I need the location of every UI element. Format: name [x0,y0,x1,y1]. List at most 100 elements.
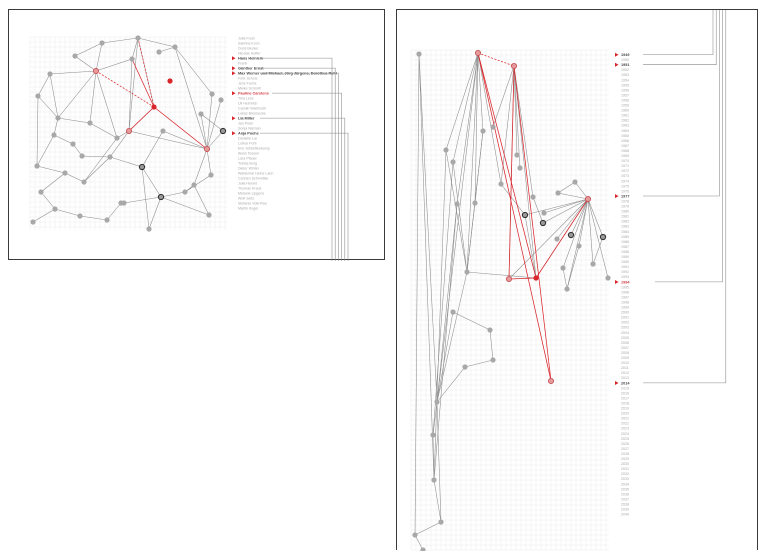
list-label[interactable]: Melanie Lipgens [238,192,264,196]
list-label[interactable]: 2004 [621,331,629,335]
list-label[interactable]: 2018 [621,401,629,405]
list-label[interactable]: 2020 [621,412,629,416]
network-node[interactable] [560,265,566,271]
list-label[interactable]: 1959 [621,104,629,108]
list-label[interactable]: 2012 [621,371,629,375]
list-label[interactable]: 1971 [621,164,629,168]
network-node[interactable] [599,233,607,241]
list-label[interactable]: 1985 [621,235,629,239]
list-label[interactable]: 1989 [621,255,629,259]
list-label[interactable]: 1988 [621,250,629,254]
network-node[interactable] [52,206,58,212]
list-label[interactable]: 1977 [621,194,629,198]
list-label[interactable]: 1999 [621,306,629,310]
list-label[interactable]: Lia Miller [238,117,255,121]
list-label[interactable]: 1983 [621,225,629,229]
list-label[interactable]: 2039 [621,508,629,512]
list-label[interactable]: 1957 [621,93,629,97]
network-node[interactable] [118,200,124,206]
list-label[interactable]: 2037 [621,497,629,501]
list-label[interactable]: Tina Lenz [238,97,254,101]
list-label[interactable]: 1952 [621,68,629,72]
list-label[interactable]: 2016 [621,391,629,395]
list-label[interactable]: Meike Schmitt [238,87,261,91]
list-label[interactable]: 2019 [621,407,629,411]
list-label[interactable]: Danielle Lai [238,137,257,141]
list-label[interactable]: Felix Scholz [238,77,258,81]
list-label[interactable]: 1998 [621,300,629,304]
network-node[interactable] [443,147,449,153]
list-label[interactable]: 1963 [621,124,629,128]
list-label[interactable]: Carsten Schmidtke [238,177,268,181]
network-node[interactable] [454,201,460,207]
network-node[interactable] [576,243,582,249]
list-label[interactable]: 1981 [621,215,629,219]
network-node[interactable] [567,231,575,239]
list-label[interactable]: 2030 [621,462,629,466]
list-label[interactable]: Tobias Borg [238,162,257,166]
list-label[interactable]: 2035 [621,487,629,491]
list-label[interactable]: 2031 [621,467,629,471]
list-label[interactable]: 2002 [621,321,629,325]
list-label[interactable]: 2036 [621,492,629,496]
list-label[interactable]: 2000 [621,311,629,315]
network-node[interactable] [47,71,53,77]
list-label[interactable]: 1976 [621,189,629,193]
list-label[interactable]: 2011 [621,366,629,370]
network-node[interactable] [114,135,120,141]
network-node[interactable] [81,179,87,185]
network-node[interactable] [160,128,166,134]
list-label[interactable]: 2014 [621,381,630,385]
list-label[interactable]: 2024 [621,432,629,436]
list-label[interactable]: 1968 [621,149,629,153]
list-label[interactable]: 2033 [621,477,629,481]
list-label[interactable]: 2003 [621,326,629,330]
network-node[interactable] [157,193,165,201]
list-label[interactable]: Eric Schlieffenkamp [238,147,270,151]
list-label[interactable]: 1974 [621,179,629,183]
list-label[interactable]: 2023 [621,427,629,431]
list-label[interactable]: Stefanie Volk-Rau [238,202,267,206]
list-label[interactable]: 1986 [621,240,629,244]
network-node[interactable] [564,286,570,292]
network-node[interactable] [490,124,496,130]
network-node[interactable] [72,53,78,59]
list-label[interactable]: 1978 [621,199,629,203]
list-label[interactable]: 2017 [621,396,629,400]
network-node[interactable] [156,49,162,55]
list-label[interactable]: Thomas Kraus [238,187,262,191]
list-label[interactable]: Max Werner und Michael, Jörg Jürgens, Do… [238,72,337,76]
network-node[interactable] [129,56,135,62]
network-node[interactable] [146,226,152,232]
list-label[interactable]: 1972 [621,169,629,173]
list-label[interactable]: Lara Pfauel [238,157,257,161]
network-node[interactable] [218,97,224,103]
list-label[interactable]: Uli Helmrich [238,102,257,106]
list-label[interactable]: 2022 [621,422,629,426]
list-label[interactable]: Anja Poehe [238,132,259,136]
network-node[interactable] [438,519,444,525]
network-node[interactable] [541,210,547,216]
network-node[interactable] [514,152,520,158]
list-label[interactable]: 2040 [621,513,629,517]
list-label[interactable]: Julia Frost [238,37,255,41]
list-label[interactable]: 1987 [621,245,629,249]
network-node[interactable] [209,91,215,97]
network-node[interactable] [450,309,456,315]
network-node[interactable] [172,44,178,50]
list-label[interactable]: 2009 [621,356,629,360]
network-node[interactable] [475,50,482,57]
list-label[interactable]: 2005 [621,336,629,340]
network-node[interactable] [79,153,85,159]
list-label[interactable]: Martin Kugel [238,207,258,211]
network-node[interactable] [206,212,212,218]
list-label[interactable]: Waldemar Heinz Lahn [238,172,273,176]
list-label[interactable]: 2032 [621,472,629,476]
network-node[interactable] [590,261,596,267]
list-label[interactable]: Aleks Tessen [238,152,259,156]
list-label[interactable]: 1991 [621,265,629,269]
list-label[interactable]: 1994 [621,280,630,284]
list-label[interactable]: 2013 [621,376,629,380]
list-label[interactable]: Carolin Waßmuth [238,107,266,111]
list-label[interactable]: 1993 [621,275,629,279]
